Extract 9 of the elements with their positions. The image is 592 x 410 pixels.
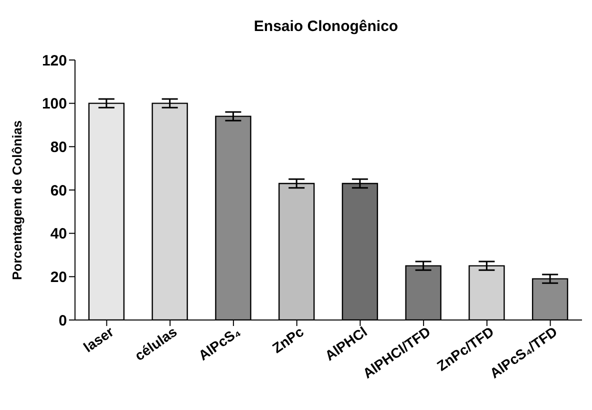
y-tick-label: 100: [42, 96, 67, 113]
y-tick-label: 0: [58, 312, 67, 330]
y-tick-label: 80: [50, 138, 67, 156]
y-tick-label: 60: [50, 182, 67, 200]
chart-title: Ensaio Clonogênico: [252, 17, 400, 37]
y-tick-label: 40: [50, 226, 67, 243]
y-tick-label: 20: [50, 268, 67, 286]
y-tick-label: 120: [42, 52, 67, 70]
y-axis-title: Porcentagem de Colônias: [10, 120, 25, 280]
